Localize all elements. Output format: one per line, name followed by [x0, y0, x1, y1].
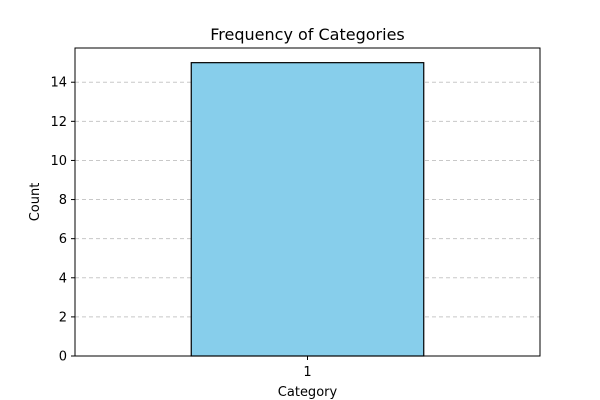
y-tick-label: 2 [59, 310, 67, 325]
chart-title: Frequency of Categories [210, 25, 405, 44]
y-tick-label: 6 [59, 232, 67, 247]
y-tick-label: 12 [50, 115, 67, 130]
y-tick-label: 8 [59, 193, 67, 208]
y-tick-label: 4 [59, 271, 67, 286]
y-axis-label: Count [28, 183, 43, 222]
x-tick-label: 1 [303, 365, 311, 380]
y-tick-label: 10 [50, 154, 67, 169]
x-axis-ticks: 1 [303, 356, 312, 380]
y-axis-ticks: 0 2 4 6 8 10 12 14 [50, 76, 75, 365]
x-axis-label: Category [278, 385, 338, 400]
y-tick-label: 14 [50, 76, 67, 91]
y-tick-label: 0 [59, 350, 67, 365]
bars [190, 62, 425, 357]
bar-category-1 [190, 62, 425, 357]
